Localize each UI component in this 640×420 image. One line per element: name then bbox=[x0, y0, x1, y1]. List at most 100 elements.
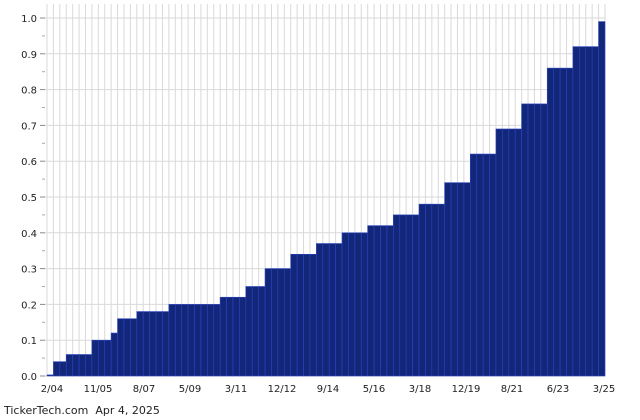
bar bbox=[322, 243, 330, 377]
x-tick-label: 6/23 bbox=[547, 384, 569, 395]
bar bbox=[579, 46, 587, 377]
bar bbox=[65, 354, 73, 377]
bar bbox=[354, 232, 362, 377]
bar bbox=[226, 296, 234, 377]
bar bbox=[168, 304, 176, 377]
bar bbox=[187, 304, 195, 377]
x-tick-label: 12/19 bbox=[452, 384, 481, 395]
footer: TickerTech.com Apr 4, 2025 bbox=[4, 404, 160, 417]
footer-source: TickerTech.com bbox=[4, 404, 89, 417]
bar bbox=[232, 296, 240, 377]
bar bbox=[149, 311, 157, 377]
footer-date: Apr 4, 2025 bbox=[95, 404, 160, 417]
bar bbox=[277, 268, 285, 377]
bar bbox=[98, 339, 106, 377]
bar bbox=[566, 67, 574, 377]
x-tick-label: 12/12 bbox=[268, 384, 297, 395]
x-tick-label: 9/14 bbox=[317, 384, 339, 395]
bar bbox=[142, 311, 150, 377]
bar bbox=[437, 203, 445, 377]
y-tick-label: 0.7 bbox=[21, 121, 37, 132]
bar bbox=[495, 128, 503, 377]
y-tick-label: 0.3 bbox=[21, 265, 37, 276]
bar bbox=[239, 296, 247, 377]
bar bbox=[155, 311, 163, 377]
bar bbox=[194, 304, 202, 377]
bar bbox=[59, 361, 67, 377]
x-tick-label: 3/18 bbox=[409, 384, 431, 395]
bar bbox=[348, 232, 356, 377]
bar bbox=[373, 225, 381, 377]
bar bbox=[181, 304, 189, 377]
bar bbox=[591, 46, 599, 377]
y-tick-label: 0.6 bbox=[21, 157, 37, 168]
bar bbox=[258, 286, 266, 377]
y-tick-label: 0.1 bbox=[21, 336, 37, 347]
bar bbox=[110, 332, 118, 377]
bar bbox=[418, 203, 426, 377]
bar bbox=[341, 232, 349, 377]
bar bbox=[559, 67, 567, 377]
bar bbox=[399, 214, 407, 377]
bar bbox=[360, 232, 368, 377]
bar bbox=[130, 318, 138, 377]
bar bbox=[219, 296, 227, 377]
bar bbox=[457, 182, 465, 377]
bar bbox=[316, 243, 324, 377]
y-tick-label: 1.0 bbox=[21, 14, 37, 25]
bar bbox=[284, 268, 292, 377]
bar bbox=[508, 128, 516, 377]
bar bbox=[72, 354, 80, 377]
x-tick-label: 8/21 bbox=[501, 384, 523, 395]
bar bbox=[393, 214, 401, 377]
bar bbox=[431, 203, 439, 377]
bar bbox=[476, 153, 484, 377]
bar bbox=[335, 243, 343, 377]
bar bbox=[367, 225, 375, 377]
bar bbox=[46, 374, 54, 377]
bar bbox=[405, 214, 413, 377]
bar bbox=[553, 67, 561, 377]
x-tick-label: 5/16 bbox=[363, 384, 385, 395]
bar bbox=[585, 46, 593, 377]
x-tick-label: 2/04 bbox=[41, 384, 63, 395]
y-tick-label: 0.8 bbox=[21, 86, 37, 97]
bar bbox=[572, 46, 580, 377]
bar bbox=[271, 268, 279, 377]
x-tick-label: 5/09 bbox=[179, 384, 201, 395]
bar bbox=[534, 103, 542, 377]
y-tick-label: 0.4 bbox=[21, 229, 37, 240]
bar bbox=[527, 103, 535, 377]
bar bbox=[264, 268, 272, 377]
bar bbox=[200, 304, 208, 377]
x-tick-label: 8/07 bbox=[133, 384, 155, 395]
x-tick-label: 11/05 bbox=[84, 384, 113, 395]
bar bbox=[386, 225, 394, 377]
bar bbox=[482, 153, 490, 377]
bar bbox=[546, 67, 554, 377]
bar bbox=[380, 225, 388, 377]
bar bbox=[303, 253, 311, 377]
bar bbox=[85, 354, 93, 377]
bar bbox=[136, 311, 144, 377]
bar bbox=[514, 128, 522, 377]
y-tick-label: 0.0 bbox=[21, 372, 37, 383]
bar bbox=[251, 286, 259, 377]
bar bbox=[174, 304, 182, 377]
bar bbox=[502, 128, 510, 377]
x-tick-label: 3/25 bbox=[593, 384, 615, 395]
bar bbox=[123, 318, 131, 377]
x-tick-label: 3/11 bbox=[225, 384, 247, 395]
bar bbox=[78, 354, 86, 377]
bar bbox=[463, 182, 471, 377]
bar bbox=[104, 339, 112, 377]
bar bbox=[450, 182, 458, 377]
bar bbox=[117, 318, 125, 377]
bar bbox=[213, 304, 221, 377]
bar bbox=[598, 21, 606, 377]
y-tick-label: 0.9 bbox=[21, 50, 37, 61]
bar bbox=[444, 182, 452, 377]
bar bbox=[309, 253, 317, 377]
bar bbox=[425, 203, 433, 377]
